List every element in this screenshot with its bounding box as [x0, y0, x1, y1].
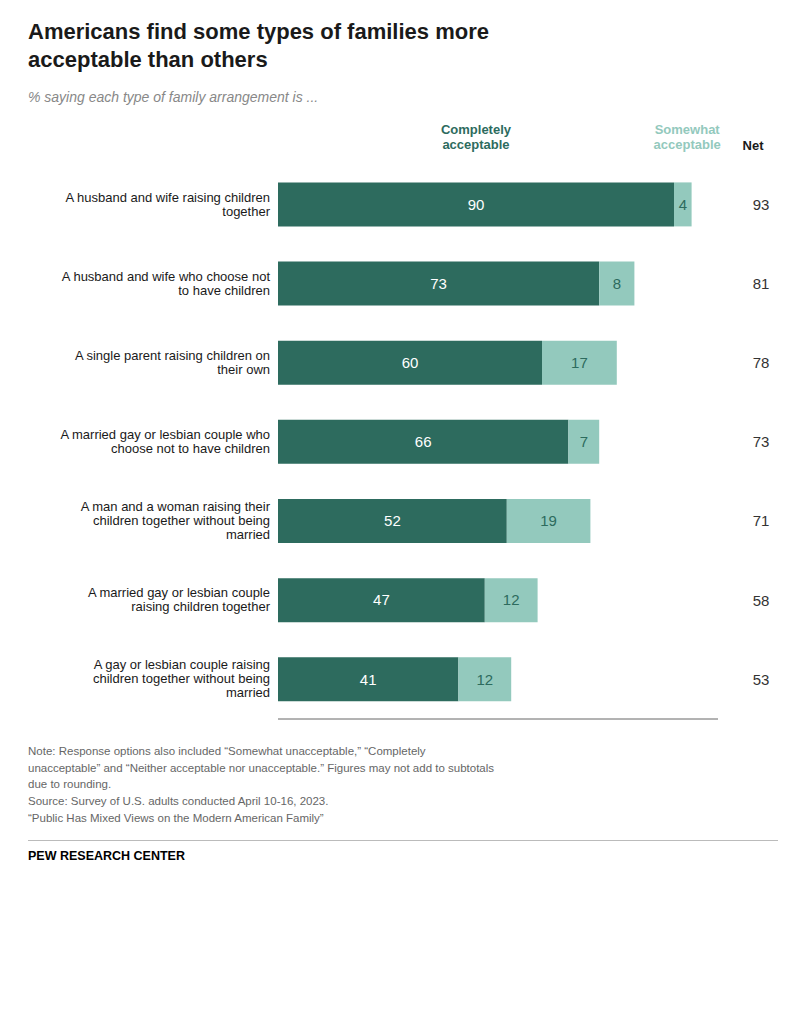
svg-text:53: 53 [753, 671, 770, 688]
svg-text:93: 93 [753, 196, 770, 213]
svg-text:A husband and wife raising chi: A husband and wife raising childrentoget… [65, 190, 270, 219]
html-text:PEW RESEARCH CENTER: PEW RESEARCH CENTER [28, 849, 185, 864]
svg-text:78: 78 [753, 354, 770, 371]
svg-text:8: 8 [613, 275, 621, 292]
svg-text:12: 12 [503, 591, 520, 608]
svg-text:A married gay or lesbian coupl: A married gay or lesbian couple whochoos… [60, 427, 270, 456]
html-text:“Public Has Mixed Views on the: “Public Has Mixed Views on the Modern Am… [28, 811, 324, 824]
svg-text:41: 41 [360, 671, 377, 688]
html-text:Source: Survey of U.S. adults: Source: Survey of U.S. adults conducted … [28, 795, 329, 807]
html-text:% saying each type of family a: % saying each type of family arrangement… [28, 89, 319, 105]
html-text:Somewhat acceptable: Somewhat acceptable [653, 121, 721, 153]
svg-text:17: 17 [571, 354, 588, 371]
svg-text:12: 12 [476, 671, 493, 688]
html-text:Note: Response options also in: Note: Response options also included “So… [28, 745, 426, 757]
svg-text:73: 73 [430, 275, 447, 292]
html-text:unacceptable” and “Neither acc: unacceptable” and “Neither acceptable no… [28, 761, 494, 774]
svg-text:58: 58 [753, 592, 770, 609]
html-text:due to rounding.: due to rounding. [28, 778, 112, 791]
html-text:Americans find some types of f: Americans find some types of families mo… [28, 19, 489, 72]
svg-text:73: 73 [753, 433, 770, 450]
svg-text:66: 66 [415, 433, 432, 450]
svg-text:A gay or lesbian couple raisin: A gay or lesbian couple raisingchildren … [93, 657, 270, 700]
html-text:Net: Net [742, 138, 764, 153]
svg-text:81: 81 [753, 275, 770, 292]
svg-text:90: 90 [468, 196, 485, 213]
svg-text:47: 47 [373, 591, 390, 608]
svg-text:4: 4 [679, 196, 687, 213]
svg-text:60: 60 [402, 354, 419, 371]
svg-text:A man and a woman raising thei: A man and a woman raising theirchildren … [81, 499, 271, 542]
svg-text:19: 19 [540, 512, 557, 529]
svg-text:A married gay or lesbian coupl: A married gay or lesbian coupleraising c… [88, 585, 271, 614]
svg-text:71: 71 [753, 512, 770, 529]
svg-text:52: 52 [384, 512, 401, 529]
svg-text:A husband and wife who choose: A husband and wife who choose notto have… [62, 269, 271, 298]
svg-text:A single parent raising childr: A single parent raising children ontheir… [75, 348, 270, 377]
html-text:Completely acceptable: Completely acceptable [441, 121, 511, 153]
svg-text:7: 7 [580, 433, 588, 450]
